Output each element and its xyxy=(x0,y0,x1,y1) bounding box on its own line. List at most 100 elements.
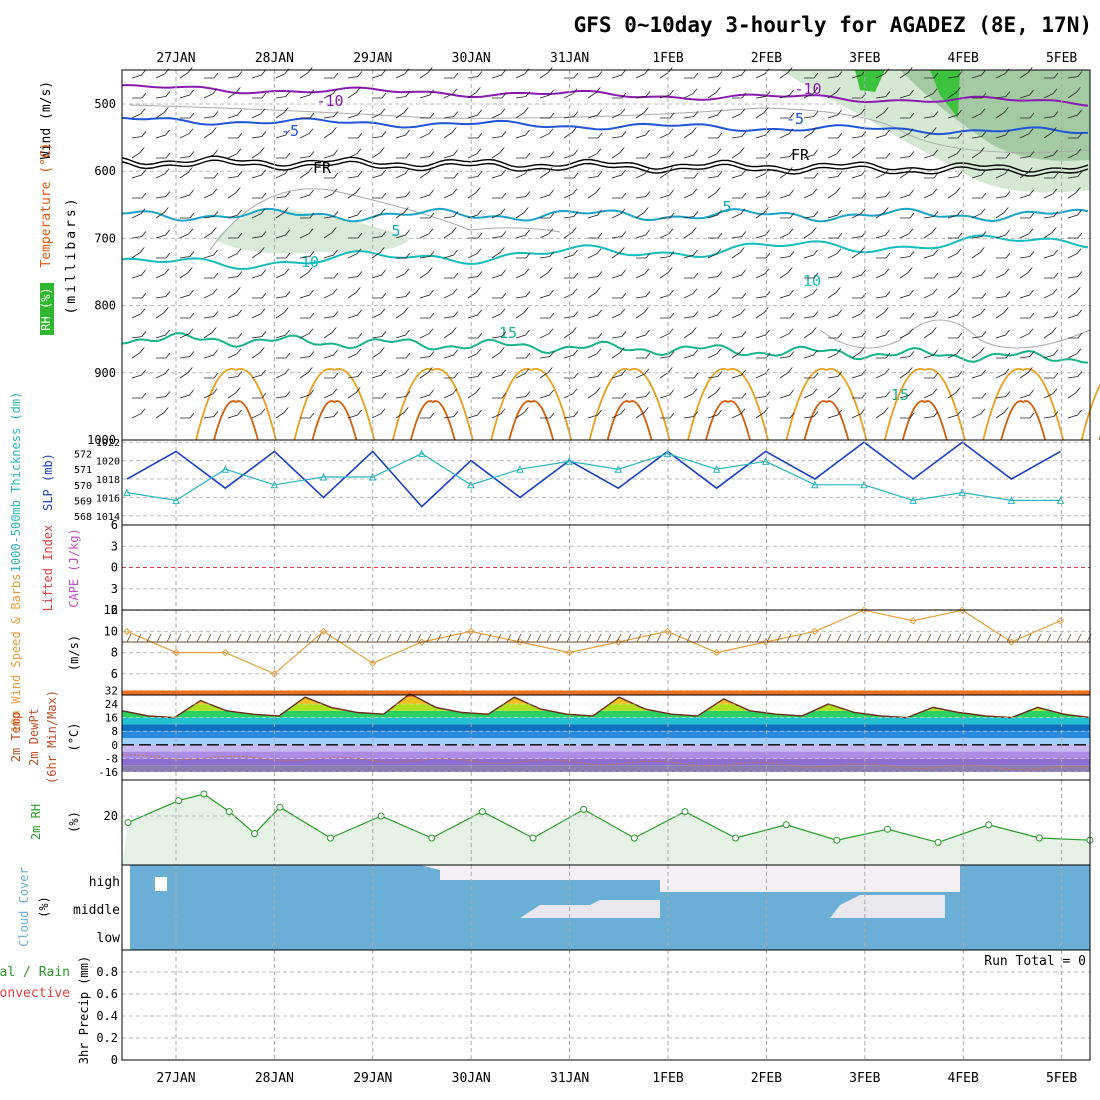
pressure-tick-label: 900 xyxy=(94,366,116,380)
wind-barb xyxy=(563,149,578,159)
wind-barb xyxy=(299,351,315,359)
wind-barb xyxy=(179,128,194,139)
wind-barb xyxy=(300,112,315,119)
wind-barb xyxy=(443,127,457,139)
cape-tick-label: 6 xyxy=(111,518,118,532)
wind-barb-10m xyxy=(1006,633,1012,643)
bottom-date-label: 30JAN xyxy=(452,1071,491,1086)
wind-barb xyxy=(923,311,939,319)
wind-barb xyxy=(612,192,627,199)
wind-barb xyxy=(875,391,891,399)
wind-barb xyxy=(1019,151,1035,159)
contour-plus10 xyxy=(121,234,1089,271)
wind-barb xyxy=(1020,312,1035,319)
wind-barb xyxy=(539,151,555,159)
wind-barb xyxy=(587,371,603,379)
wind-barb xyxy=(371,131,387,139)
wind-barb xyxy=(275,91,291,99)
wind-barb xyxy=(587,87,601,99)
temp-tick-label: 32 xyxy=(105,684,118,697)
top-date-labels: 27JAN 28JAN 29JAN 30JAN 31JAN 1FEB 2FEB 3FEB 4FE… xyxy=(156,51,1077,66)
wind-barb xyxy=(683,88,698,99)
wind-barb xyxy=(395,91,411,99)
wind-barb-10m xyxy=(336,633,342,643)
wind-barb xyxy=(1067,309,1082,319)
wind-barb xyxy=(732,192,747,199)
wind-barb xyxy=(707,387,721,399)
wind-barb-10m xyxy=(936,633,942,643)
wind-barb xyxy=(900,212,915,219)
wind-barb-10m xyxy=(756,633,762,643)
wind-barb xyxy=(251,269,266,279)
wind10m-label: 10m Wind Speed & Barbs xyxy=(9,574,23,733)
wind-barb xyxy=(395,191,411,199)
wind-barb xyxy=(1019,89,1034,99)
wind-barb xyxy=(827,271,843,279)
wind-barb xyxy=(1043,327,1057,339)
wind-barb xyxy=(587,171,603,179)
wind-barb xyxy=(707,209,722,219)
wind-barb xyxy=(275,229,290,239)
cloud-level-label: high xyxy=(89,875,120,890)
top-date-label: 31JAN xyxy=(550,51,589,66)
wind-barb-10m xyxy=(706,633,712,643)
wind-barb xyxy=(299,289,314,299)
wind-barb xyxy=(947,271,963,279)
wind-barb xyxy=(779,389,794,399)
wind-barb xyxy=(1067,209,1082,219)
wind-barb xyxy=(875,191,891,199)
wind-barb-10m xyxy=(466,633,472,643)
wind-speed-marker xyxy=(467,627,475,636)
wind-barb xyxy=(563,411,579,419)
contour-label: -5 xyxy=(281,122,299,140)
wind-barb xyxy=(923,111,939,119)
wind-barb xyxy=(755,307,769,319)
wind-barb xyxy=(203,127,217,139)
wind-barb xyxy=(155,229,170,239)
wind-barb xyxy=(803,211,819,219)
wind-barb xyxy=(347,387,361,399)
wind-barb xyxy=(395,268,410,279)
wind-barb xyxy=(227,109,242,119)
wind-barb xyxy=(660,212,675,219)
wind-barb xyxy=(683,149,698,159)
wind-tick-label: 6 xyxy=(111,667,118,681)
wind-barb-10m xyxy=(776,633,782,643)
bottom-date-label: 27JAN xyxy=(156,1071,195,1086)
wind-barb xyxy=(635,229,650,239)
wind-barb xyxy=(419,228,434,239)
wind-barb xyxy=(491,308,506,319)
wind-barb xyxy=(587,348,602,359)
wind-tick-label: 12 xyxy=(104,603,118,617)
wind-barb xyxy=(635,329,650,339)
wind-barb xyxy=(803,227,817,239)
wind-barb-10m xyxy=(256,633,262,643)
wind-barb xyxy=(131,369,146,379)
wind-barb xyxy=(995,407,1009,419)
wind-speed-marker xyxy=(270,670,279,678)
wind-barb xyxy=(515,168,530,179)
wind-barb xyxy=(371,147,385,159)
wind-barb xyxy=(491,347,505,359)
wind-barb xyxy=(203,311,219,319)
wind-barb xyxy=(540,212,555,219)
wind-barb xyxy=(347,287,361,299)
wind-barb xyxy=(731,108,746,119)
wind-barb xyxy=(1019,189,1034,199)
wind-barb xyxy=(827,248,842,259)
wind-barb xyxy=(491,269,506,279)
wind-barb-10m xyxy=(506,633,512,643)
wind-barb xyxy=(707,87,721,99)
wind-barb xyxy=(611,131,627,139)
wind-barb-10m xyxy=(976,633,982,643)
wind-barb xyxy=(300,412,315,419)
wind-barb xyxy=(947,87,961,99)
wind-barb xyxy=(131,347,145,359)
wind-barb-10m xyxy=(326,633,332,643)
wind-barb xyxy=(251,247,265,259)
wind-barb xyxy=(204,372,219,379)
wind-barb xyxy=(276,252,291,259)
wind-barb xyxy=(299,328,314,339)
wind-barb xyxy=(156,152,171,159)
wind-barb xyxy=(251,108,266,119)
